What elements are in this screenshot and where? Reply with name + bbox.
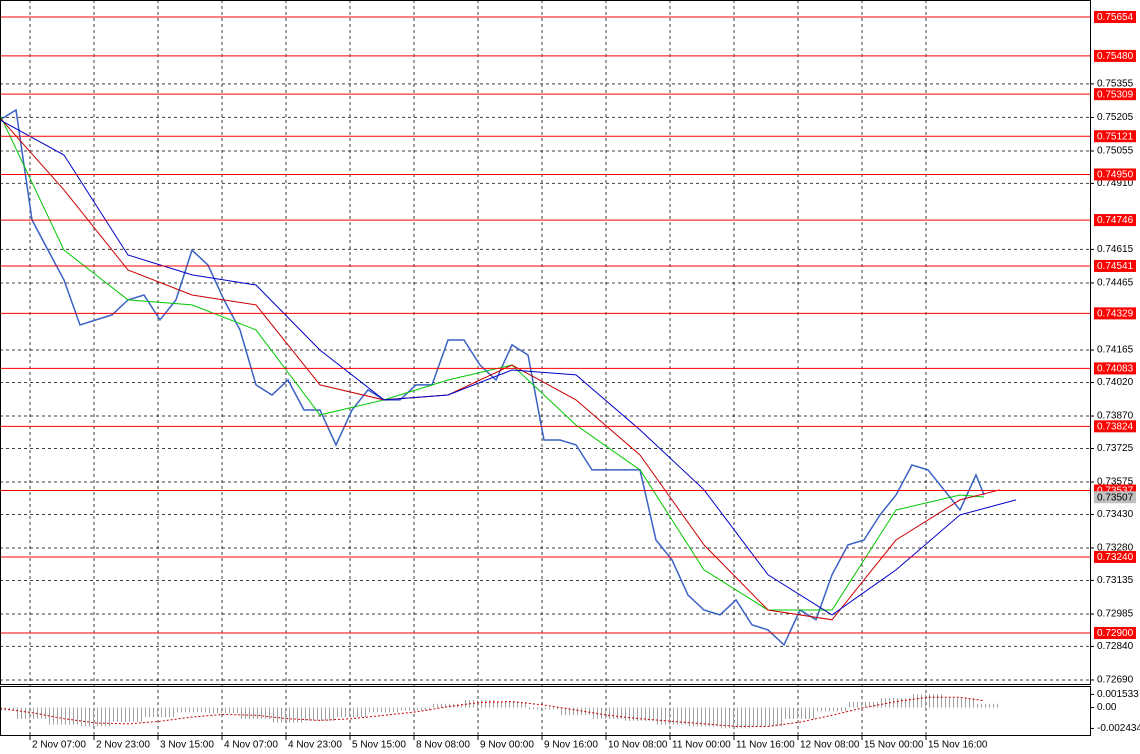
y-tick-label: 0.73135	[1097, 575, 1134, 586]
y-tick-label: 0.75355	[1097, 79, 1134, 90]
y-tick-label: 0.74020	[1097, 377, 1134, 388]
level-label: 0.75654	[1097, 12, 1134, 23]
histogram-bar	[560, 707, 592, 716]
x-tick-label: 11 Nov 16:00	[736, 740, 795, 751]
level-label: 0.75309	[1097, 89, 1134, 100]
histogram-bar	[112, 707, 144, 722]
x-tick-label: 2 Nov 07:00	[32, 740, 86, 751]
level-label-box	[1094, 259, 1136, 272]
histogram-bar	[848, 701, 880, 708]
histogram-bar	[48, 707, 80, 725]
level-label: 0.72900	[1097, 628, 1134, 639]
y-tick-label: 0.74465	[1097, 278, 1134, 289]
level-label-box	[1094, 627, 1136, 640]
level-label: 0.75480	[1097, 51, 1134, 62]
histogram-bar	[944, 698, 976, 708]
level-label: 0.73537	[1097, 486, 1134, 497]
y-tick-label: -0.002434	[1097, 723, 1140, 734]
level-label: 0.74329	[1097, 309, 1134, 320]
x-tick-label: 2 Nov 23:00	[96, 740, 150, 751]
histogram-bar	[528, 707, 560, 710]
level-label: 0.74950	[1097, 170, 1134, 181]
level-label: 0.73824	[1097, 421, 1134, 432]
histogram-bar	[304, 707, 336, 721]
level-label-box	[1094, 49, 1136, 62]
y-tick-label: 0.72840	[1097, 641, 1134, 652]
histogram-bar	[968, 703, 1000, 708]
y-tick-label: 0.73280	[1097, 543, 1134, 554]
level-label-box	[1094, 214, 1136, 227]
histogram-bar	[464, 700, 496, 708]
x-tick-label: 11 Nov 00:00	[672, 740, 731, 751]
oscillator-frame	[0, 686, 1091, 736]
x-tick-label: 15 Nov 16:00	[928, 740, 988, 751]
x-tick-label: 3 Nov 15:00	[160, 740, 214, 751]
histogram-bar	[816, 707, 848, 712]
current-price-label: 0.73507	[1097, 492, 1134, 503]
x-tick-label: 5 Nov 15:00	[352, 740, 406, 751]
x-tick-label: 4 Nov 23:00	[288, 740, 342, 751]
level-label: 0.74746	[1097, 215, 1134, 226]
level-label: 0.75121	[1097, 131, 1134, 142]
histogram-bar	[272, 707, 304, 723]
histogram-bar	[592, 707, 624, 719]
histogram-bar	[240, 707, 272, 719]
y-tick-label: 0.73430	[1097, 509, 1134, 520]
histogram-bar	[752, 707, 784, 727]
level-label-box	[1094, 168, 1136, 181]
y-tick-label: 0.72690	[1097, 675, 1134, 686]
x-tick-label: 4 Nov 07:00	[224, 740, 278, 751]
level-label-box	[1094, 307, 1136, 320]
y-tick-label: 0.74615	[1097, 244, 1134, 255]
histogram-bar	[368, 707, 400, 713]
moving-average	[0, 117, 1001, 621]
x-tick-label: 10 Nov 08:00	[608, 740, 668, 751]
x-tick-label: 9 Nov 00:00	[480, 740, 534, 751]
y-tick-label: 0.00	[1097, 702, 1117, 713]
y-tick-label: 0.75055	[1097, 146, 1134, 157]
level-label-box	[1094, 362, 1136, 375]
level-label-box	[1094, 130, 1136, 143]
moving-average	[0, 119, 1017, 616]
signal-line	[0, 696, 985, 727]
current-price-box	[1094, 491, 1136, 504]
x-tick-label: 9 Nov 16:00	[544, 740, 598, 751]
histogram-bar	[144, 707, 176, 717]
histogram-bar	[784, 707, 816, 719]
y-tick-label: 0.74165	[1097, 345, 1134, 356]
y-tick-label: 0.75205	[1097, 112, 1134, 123]
histogram-bar	[208, 707, 240, 714]
level-label-box	[1094, 550, 1136, 563]
level-label: 0.73240	[1097, 552, 1134, 563]
histogram-bar	[432, 703, 464, 708]
histogram-bar	[688, 707, 720, 727]
y-tick-label: 0.001533	[1097, 689, 1139, 700]
x-tick-label: 8 Nov 08:00	[416, 740, 470, 751]
main-frame	[0, 0, 1091, 685]
level-label-box	[1094, 420, 1136, 433]
histogram-bar	[336, 707, 368, 717]
x-tick-label: 15 Nov 00:00	[864, 740, 924, 751]
level-label-box	[1094, 10, 1136, 23]
y-tick-label: 0.74910	[1097, 178, 1134, 189]
histogram-bar	[912, 694, 944, 708]
histogram-bar	[496, 701, 528, 708]
y-tick-label: 0.72985	[1097, 609, 1134, 620]
y-tick-label: 0.73725	[1097, 443, 1134, 454]
histogram-bar	[880, 698, 912, 708]
level-label: 0.74541	[1097, 261, 1134, 272]
histogram-bar	[400, 707, 432, 711]
level-label-box	[1094, 88, 1136, 101]
level-label: 0.74083	[1097, 364, 1134, 375]
histogram-bar	[176, 707, 208, 713]
histogram-bar	[720, 707, 752, 729]
x-tick-label: 12 Nov 08:00	[800, 740, 860, 751]
histogram-bar	[16, 707, 48, 719]
histogram-bar	[656, 707, 688, 725]
y-tick-label: 0.73575	[1097, 477, 1134, 488]
y-tick-label: 0.73870	[1097, 411, 1134, 422]
